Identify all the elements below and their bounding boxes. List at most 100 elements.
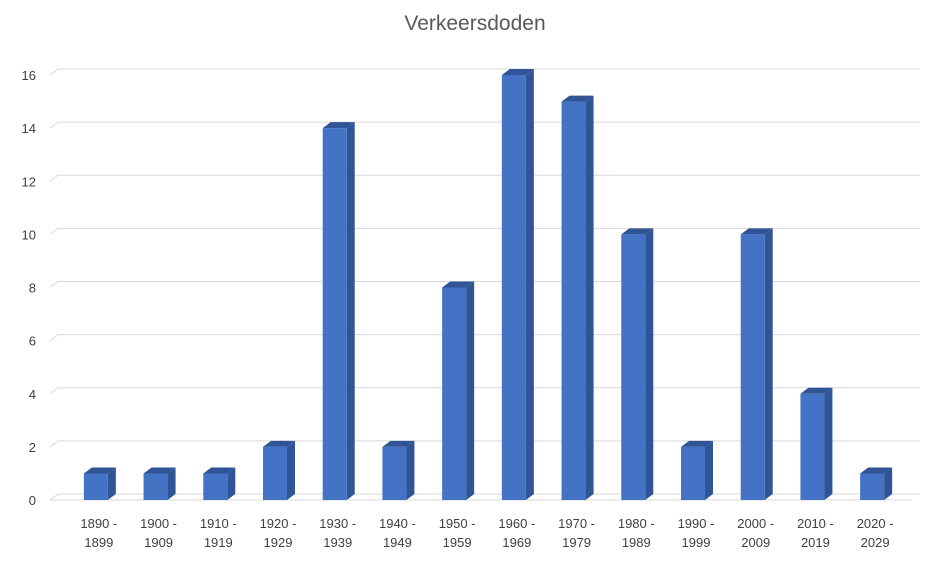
x-tick-label-line: 1979 (562, 535, 591, 550)
x-tick-label-line: 1920 - (260, 516, 297, 531)
bar-front (621, 234, 646, 500)
x-tick-label-line: 1890 - (80, 516, 117, 531)
bar-top (800, 387, 833, 394)
x-tick-label: 2010 - 2019 (797, 516, 834, 550)
x-tick-label-line: 1899 (84, 535, 113, 550)
bar-front (83, 473, 108, 500)
bar-top (681, 440, 713, 447)
bar (83, 467, 116, 500)
bar (442, 281, 475, 500)
gridline (49, 68, 920, 76)
y-tick-label: 0 (29, 493, 36, 508)
bar (681, 440, 713, 500)
gridline (49, 440, 920, 448)
y-tick-label: 6 (29, 334, 36, 349)
bar-side (107, 467, 116, 500)
bar-front (561, 101, 586, 500)
x-tick-label-line: 1980 - (618, 516, 655, 531)
x-tick-label: 1940 - 1949 (379, 516, 416, 550)
bar-front (322, 128, 347, 500)
bar-side (406, 440, 415, 500)
bar-front (681, 446, 705, 500)
gridline (49, 174, 920, 182)
y-tick-label: 8 (29, 281, 36, 296)
bar-side (466, 281, 475, 500)
bar (501, 69, 534, 500)
bar-top (143, 467, 176, 474)
bar-front (382, 446, 407, 500)
x-tick-label-line: 1990 - (678, 516, 715, 531)
x-tick-label-line: 1969 (502, 535, 531, 550)
bar-top (621, 228, 654, 235)
x-tick-label-line: 1919 (204, 535, 233, 550)
y-tick-label: 12 (22, 174, 36, 189)
gridline (49, 121, 920, 129)
bar-side (884, 467, 893, 500)
bar-top (322, 122, 355, 129)
gridline (49, 281, 920, 288)
bar (621, 228, 654, 500)
bar-side (167, 467, 176, 500)
x-tick-label-line: 1999 (682, 535, 711, 550)
bar-side (705, 440, 713, 500)
x-tick-label: 1950 - 1959 (439, 516, 476, 550)
x-tick-label-line: 1910 - (200, 516, 237, 531)
x-tick-label: 2000 - 2009 (737, 516, 774, 550)
x-tick-label-line: 2020 - (857, 516, 894, 531)
bar-top (740, 228, 773, 235)
bar-front (501, 75, 526, 500)
bar-side (227, 467, 236, 500)
x-tick-label-line: 1960 - (498, 516, 535, 531)
bar (740, 228, 773, 500)
x-tick-label-line: 1900 - (140, 516, 177, 531)
x-tick-label-line: 2009 (741, 535, 770, 550)
x-tick-label-line: 2029 (861, 535, 890, 550)
x-tick-label-line: 1950 - (439, 516, 476, 531)
bar-side (585, 95, 594, 500)
y-tick-label: 2 (29, 440, 36, 455)
x-tick-label: 1970 - 1979 (558, 516, 595, 550)
y-tick-label: 14 (22, 121, 36, 136)
bar-front (800, 393, 825, 500)
bar (800, 387, 833, 500)
bar-front (860, 473, 885, 500)
x-tick-label-line: 1929 (264, 535, 293, 550)
y-tick-label: 10 (22, 227, 36, 242)
bar (860, 467, 893, 500)
gridline (49, 493, 920, 501)
bar-side (346, 122, 355, 500)
bar-top (203, 467, 236, 474)
bar-front (263, 446, 287, 500)
x-tick-label-line: 1909 (144, 535, 173, 550)
x-tick-label: 1890 - 1899 (80, 516, 117, 550)
x-tick-label-line: 1959 (443, 535, 472, 550)
bar (203, 467, 236, 500)
x-tick-label-line: 1930 - (319, 516, 356, 531)
gridline (49, 387, 920, 395)
bar-side (824, 387, 833, 500)
bar (322, 122, 355, 500)
bar-front (143, 473, 168, 500)
x-tick-label-line: 1939 (323, 535, 352, 550)
y-tick-label: 4 (29, 387, 36, 402)
x-tick-label-line: 1940 - (379, 516, 416, 531)
bar-side (764, 228, 773, 500)
x-tick-label: 1990 - 1999 (678, 516, 715, 550)
bar-top (263, 440, 295, 447)
x-tick-label-line: 1970 - (558, 516, 595, 531)
bar-front (442, 287, 467, 500)
x-tick-label-line: 2019 (801, 535, 830, 550)
bar-side (645, 228, 654, 500)
bar-side (287, 440, 295, 500)
x-tick-label: 1930 - 1939 (319, 516, 356, 550)
gridline (49, 227, 920, 235)
bar-top (442, 281, 475, 288)
x-tick-label-line: 2010 - (797, 516, 834, 531)
x-tick-label: 1920 - 1929 (260, 516, 297, 550)
bar-side (525, 69, 534, 500)
x-tick-label: 1900 - 1909 (140, 516, 177, 550)
bar-top (382, 440, 415, 447)
x-tick-label: 1910 - 1919 (200, 516, 237, 550)
